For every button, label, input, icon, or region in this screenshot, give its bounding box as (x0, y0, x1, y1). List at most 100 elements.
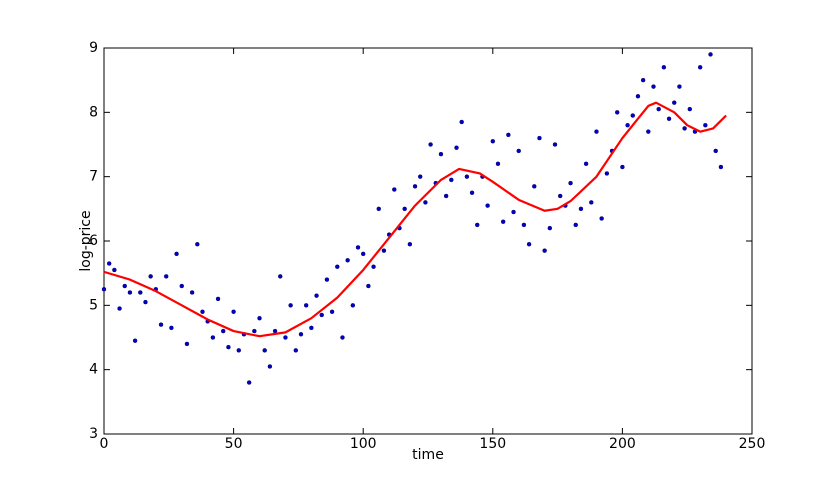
scatter-point (101, 287, 107, 292)
scatter-point (687, 106, 692, 112)
scatter-point (661, 65, 667, 70)
x-tick-label: 100 (350, 436, 377, 452)
scatter-point (589, 200, 594, 205)
scatter-point (412, 184, 418, 189)
scatter-point (112, 267, 117, 273)
x-tick-label: 0 (100, 436, 109, 452)
y-tick-label: 8 (89, 104, 98, 120)
scatter-point (158, 322, 164, 327)
scatter-point (169, 325, 174, 331)
scatter-point (132, 338, 138, 343)
scatter-point (713, 148, 718, 154)
scatter-point (324, 277, 330, 282)
scatter-point (703, 122, 708, 128)
scatter-point (122, 283, 127, 289)
scatter-point (106, 261, 112, 266)
scatter-point (469, 190, 475, 195)
scatter-point (578, 206, 584, 212)
scatter-point (646, 129, 651, 134)
y-tick-label: 3 (89, 426, 98, 442)
scatter-point (552, 142, 558, 147)
scatter-point (303, 303, 309, 308)
scatter-point (475, 222, 480, 228)
scatter-point (428, 142, 433, 147)
scatter-point (573, 222, 578, 228)
scatter-point (708, 52, 713, 57)
y-axis-label: log-price (78, 210, 94, 271)
scatter-point (392, 187, 397, 192)
scatter-point (309, 325, 314, 331)
y-tick-label: 6 (89, 233, 98, 249)
scatter-point (547, 225, 553, 231)
scatter-point (143, 299, 148, 305)
scatter-point (620, 164, 625, 170)
scatter-point (557, 193, 563, 199)
scatter-point (672, 100, 677, 105)
scatter-point (521, 222, 527, 228)
scatter-point (506, 132, 511, 138)
scatter-point (454, 145, 459, 150)
scatter-point (718, 164, 724, 170)
scatter-point (500, 219, 506, 224)
scatter-point (210, 335, 216, 340)
scatter-point (464, 174, 470, 179)
scatter-point (537, 135, 542, 141)
scatter-point (640, 77, 646, 83)
scatter-point (697, 65, 703, 70)
x-axis-label: time (412, 447, 444, 463)
scatter-point (677, 84, 682, 89)
scatter-point (215, 296, 221, 302)
scatter-point (615, 110, 620, 115)
scatter-point (288, 303, 293, 308)
scatter-point (117, 306, 122, 311)
scatter-point (485, 203, 490, 208)
scatter-point (682, 126, 687, 131)
scatter-point (298, 332, 304, 337)
scatter-point (267, 364, 273, 369)
scatter-point (495, 161, 501, 167)
scatter-point (329, 309, 335, 314)
scatter-point (189, 290, 195, 295)
scatter-point (283, 335, 288, 340)
scatter-point (490, 139, 495, 144)
scatter-point (164, 274, 169, 279)
scatter-point (438, 151, 444, 157)
scatter-point (127, 290, 133, 295)
scatter-point (594, 129, 599, 134)
scatter-point (340, 335, 345, 340)
scatter-point (625, 122, 630, 128)
scatter-point (221, 328, 226, 334)
x-tick-label: 200 (609, 436, 636, 452)
scatter-point (361, 251, 366, 257)
scatter-point (381, 248, 387, 253)
scatter-point (350, 303, 356, 308)
x-tick-label: 250 (739, 436, 766, 452)
scatter-point (246, 380, 252, 385)
scatter-point (148, 274, 153, 279)
scatter-point (526, 242, 532, 247)
scatter-point (402, 206, 407, 212)
scatter-point (257, 316, 262, 321)
scatter-point (174, 251, 179, 257)
scatter-point (423, 200, 428, 205)
scatter-point (651, 84, 656, 89)
scatter-point (355, 245, 361, 250)
scatter-point (184, 341, 190, 347)
scatter-point (656, 106, 661, 112)
scatter-point (635, 94, 641, 99)
y-tick-label: 7 (89, 169, 98, 185)
scatter-point (262, 348, 267, 353)
fit-line (103, 101, 727, 338)
scatter-point (443, 193, 449, 199)
scatter-point (314, 293, 319, 298)
scatter-point (335, 264, 340, 269)
scatter-point (630, 113, 635, 118)
scatter-point (542, 248, 547, 253)
x-tick-label: 50 (225, 436, 243, 452)
scatter-point (599, 216, 604, 221)
y-tick-label: 9 (89, 40, 98, 56)
scatter-point (272, 328, 278, 334)
scatter-point (449, 177, 454, 183)
scatter-point (583, 161, 589, 167)
scatter-point (407, 242, 413, 247)
